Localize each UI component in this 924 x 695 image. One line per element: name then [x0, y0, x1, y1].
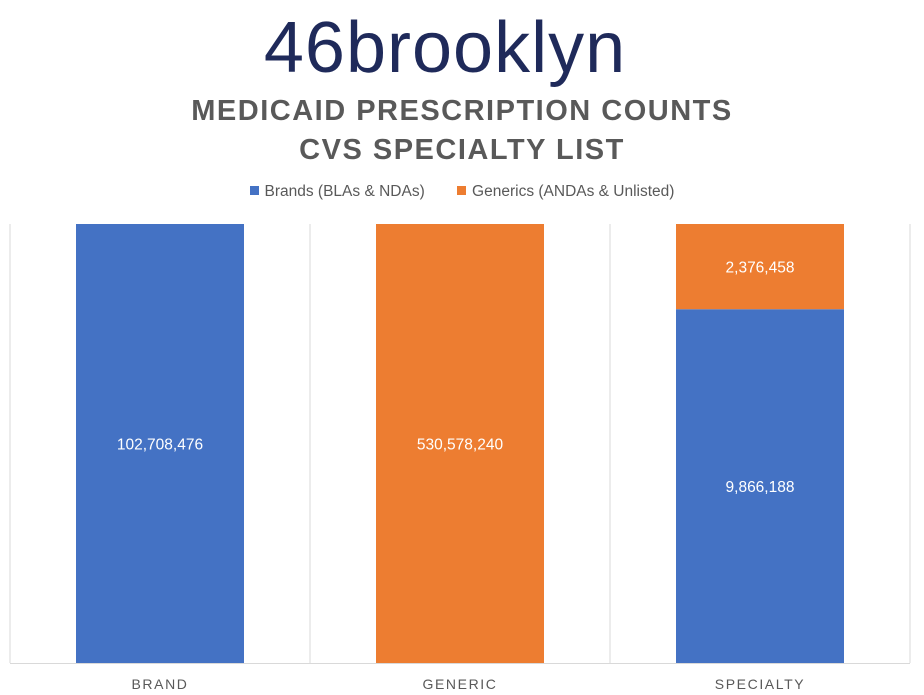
logo-graphic: 46brooklyn — [264, 8, 626, 88]
bar-brand-brands — [76, 224, 244, 663]
logo: 46brooklyn — [0, 0, 924, 90]
data-label-specialty-brands: 9,866,188 — [726, 479, 795, 496]
x-tick-label-generic: GENERIC — [423, 676, 498, 692]
x-tick-label-brand: BRAND — [131, 676, 188, 692]
logo-wordmark: 46brooklyn — [264, 8, 626, 88]
chart-title-line-1: MEDICAID PRESCRIPTION COUNTS — [191, 95, 733, 127]
legend-swatch-brands — [249, 186, 259, 195]
legend: Brands (BLAs & NDAs) Generics (ANDAs & U… — [0, 183, 924, 201]
data-label-generic-generics: 530,578,240 — [417, 437, 504, 454]
bar-specialty-generics — [676, 224, 844, 310]
chart-title: MEDICAID PRESCRIPTION COUNTS CVS SPECIAL… — [0, 92, 924, 170]
data-label-brand-brands: 102,708,476 — [117, 437, 203, 454]
legend-item-generics: Generics (ANDAs & Unlisted) — [457, 183, 674, 201]
chart-title-line-2: CVS SPECIALTY LIST — [299, 134, 625, 166]
bar-specialty-brands — [676, 309, 844, 663]
x-tick-label-specialty: SPECIALTY — [715, 676, 805, 692]
data-label-specialty-generics: 2,376,458 — [726, 260, 795, 277]
legend-label-generics: Generics (ANDAs & Unlisted) — [472, 183, 675, 200]
legend-label-brands: Brands (BLAs & NDAs) — [264, 183, 425, 200]
legend-item-brands: Brands (BLAs & NDAs) — [249, 183, 425, 201]
bar-generic-generics — [376, 224, 544, 663]
legend-swatch-generics — [457, 186, 467, 195]
